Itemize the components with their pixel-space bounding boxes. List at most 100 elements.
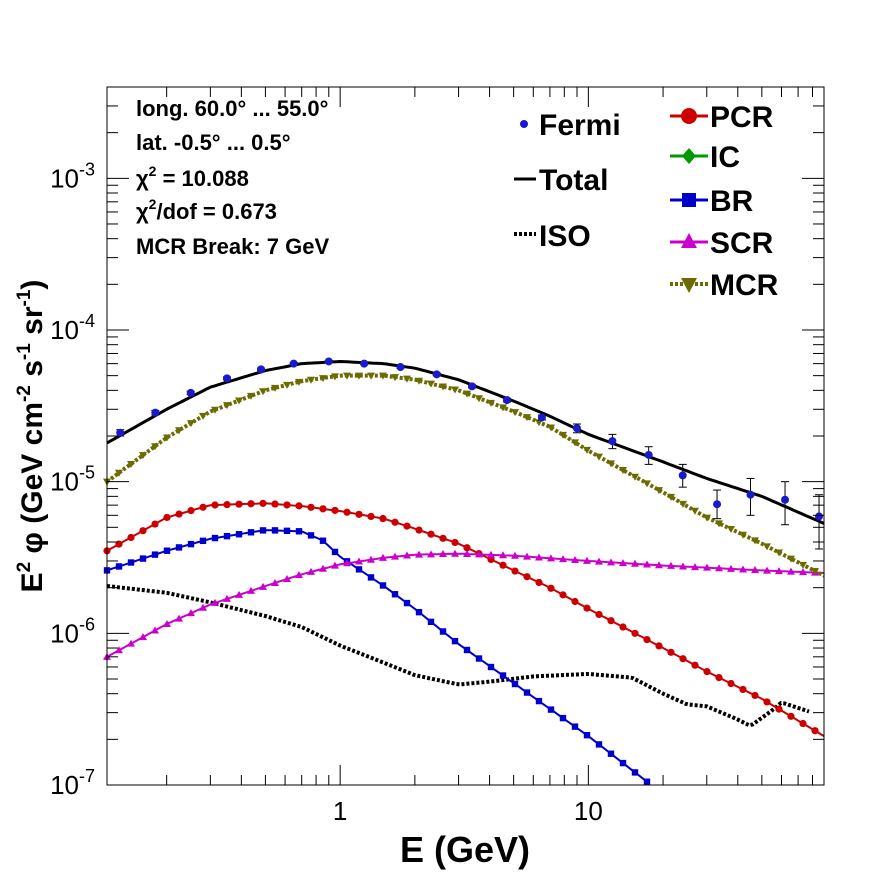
series-br-point bbox=[355, 566, 363, 573]
series-br-point bbox=[463, 646, 471, 654]
series-scr-point bbox=[439, 550, 447, 558]
series-br-point bbox=[115, 563, 123, 570]
series-pcr-point bbox=[811, 727, 819, 735]
series-scr-point bbox=[463, 550, 471, 558]
series-scr-point bbox=[631, 559, 639, 567]
fermi-marker bbox=[468, 382, 477, 391]
fermi-data-point bbox=[116, 428, 125, 437]
fermi-marker bbox=[678, 471, 687, 480]
series-pcr-point bbox=[223, 500, 231, 509]
chi2dof-superscript: 2 bbox=[149, 196, 157, 212]
series-scr-point bbox=[271, 578, 279, 586]
series-scr-point bbox=[499, 551, 507, 559]
legend-pcr-marker bbox=[681, 108, 697, 124]
series-pcr-point bbox=[571, 597, 579, 606]
fermi-marker bbox=[116, 428, 125, 437]
series-iso bbox=[106, 584, 810, 728]
y-tick-exponent: -4 bbox=[79, 311, 95, 331]
y-tick-exponent: -7 bbox=[79, 766, 95, 786]
series-pcr-point bbox=[655, 642, 663, 650]
series-pcr-point bbox=[607, 617, 615, 625]
legend-pcr-label: PCR bbox=[710, 101, 774, 134]
series-mcr-point bbox=[679, 500, 687, 508]
fermi-marker bbox=[186, 388, 195, 397]
series-br-point bbox=[535, 697, 543, 705]
series-pcr-point bbox=[715, 673, 723, 682]
series-pcr-point bbox=[799, 719, 807, 728]
series-mcr-point bbox=[487, 399, 495, 407]
fermi-data-point bbox=[222, 374, 231, 383]
series-pcr-point bbox=[703, 668, 711, 676]
series-mcr-point bbox=[283, 381, 291, 389]
series-scr-point bbox=[583, 556, 591, 564]
fermi-marker bbox=[257, 365, 266, 374]
chi2-symbol: χ bbox=[136, 166, 149, 191]
fermi-layer bbox=[116, 357, 824, 550]
series-br-point bbox=[163, 547, 171, 554]
series-mcr-point bbox=[343, 372, 351, 380]
series-br-point bbox=[319, 537, 327, 544]
series-iso-line bbox=[106, 584, 810, 728]
series-mcr-point bbox=[595, 453, 603, 461]
fermi-marker bbox=[644, 450, 653, 459]
fermi-marker bbox=[289, 359, 298, 368]
series-mcr-point bbox=[115, 469, 123, 477]
series-br-point bbox=[391, 591, 399, 598]
series-br-point bbox=[139, 555, 147, 562]
series-scr-point bbox=[199, 603, 207, 611]
series-br-point bbox=[307, 532, 315, 539]
series-layer bbox=[103, 359, 825, 785]
series-mcr-point bbox=[763, 543, 771, 551]
series-mcr-point bbox=[379, 372, 387, 380]
series-scr-point bbox=[235, 590, 243, 598]
fermi-data-point bbox=[432, 370, 441, 379]
legend-right: PCR IC BR SCR MCR bbox=[670, 101, 779, 302]
series-scr-point bbox=[379, 553, 387, 561]
series-br-point bbox=[235, 531, 243, 538]
series-pcr-point bbox=[775, 705, 783, 713]
series-mcr-point bbox=[619, 467, 627, 475]
series-scr-point bbox=[739, 565, 747, 573]
series-pcr-point bbox=[691, 661, 699, 669]
series-scr-point bbox=[391, 552, 399, 560]
series-pcr-point bbox=[511, 567, 519, 575]
series-br-point bbox=[619, 759, 627, 767]
legend-br-label: BR bbox=[710, 185, 754, 218]
ylabel-mid: s bbox=[16, 360, 49, 385]
series-mcr-point bbox=[703, 514, 711, 522]
fermi-data-point bbox=[360, 359, 369, 368]
chi2-superscript: 2 bbox=[149, 163, 157, 179]
series-scr-point bbox=[403, 551, 411, 559]
series-scr-point bbox=[619, 559, 627, 567]
series-scr-point bbox=[187, 609, 195, 617]
fermi-marker bbox=[502, 396, 511, 405]
series-br-point bbox=[379, 582, 387, 589]
series-pcr-point bbox=[667, 648, 675, 656]
series-pcr-point bbox=[499, 561, 507, 569]
series-mcr bbox=[103, 372, 825, 578]
legend-fermi-label: Fermi bbox=[539, 109, 621, 142]
ylabel-mid2: sr bbox=[16, 306, 49, 343]
series-mcr-point bbox=[667, 493, 675, 501]
info-chi2-dof: χ2/dof = 0.673 bbox=[136, 196, 277, 224]
series-mcr-point bbox=[211, 406, 219, 414]
series-mcr-point bbox=[751, 537, 759, 545]
series-pcr-point bbox=[139, 527, 147, 535]
series-mcr-point bbox=[607, 460, 615, 468]
series-pcr-point bbox=[547, 584, 555, 592]
series-pcr-point bbox=[427, 530, 435, 538]
series-scr-point bbox=[571, 556, 579, 564]
fermi-data-point bbox=[746, 477, 755, 516]
series-pcr-point bbox=[559, 591, 567, 599]
series-mcr-point bbox=[235, 397, 243, 405]
series-mcr-point bbox=[511, 409, 519, 417]
x-axis-title: E (GeV) bbox=[400, 829, 530, 870]
series-scr-point bbox=[487, 550, 495, 558]
series-scr-point bbox=[127, 639, 135, 647]
ylabel-main: φ (GeV cm bbox=[16, 402, 49, 562]
fermi-marker bbox=[608, 437, 617, 446]
series-br-point bbox=[403, 599, 411, 607]
series-br-point bbox=[475, 655, 483, 662]
y-tick-label: 10-5 bbox=[50, 463, 95, 497]
